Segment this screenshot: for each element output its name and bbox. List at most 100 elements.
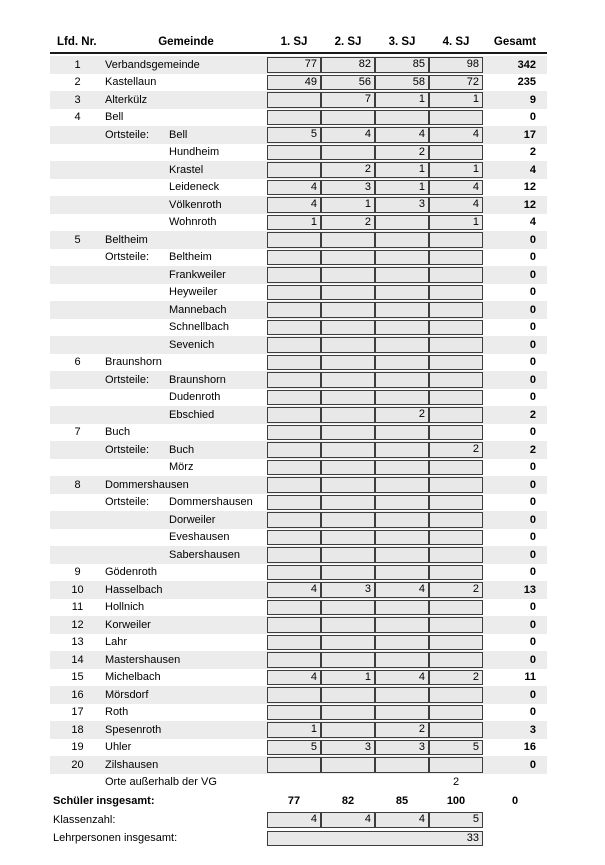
sj3-cell: 58 [375,74,429,90]
sj2-cell [321,354,375,370]
sj2-cell: 1 [321,197,375,213]
row-label: Dorweiler [105,514,267,526]
table-row: Hundheim 2 2 [50,144,547,162]
sj4-cell [429,284,483,300]
gesamt-value: 0 [529,688,536,701]
table-row: 16 Mörsdorf 0 [50,686,547,704]
gemeinde-name: Dommershausen [105,478,189,491]
sj1-cell [267,775,321,791]
row-label: Ortsteile: Braunshorn [105,374,267,386]
lehrpersonen-value-cell: 33 [267,830,483,846]
gesamt-value: 0 [529,426,536,439]
gesamt-value: 9 [529,93,536,106]
table-row: 13 Lahr 0 [50,634,547,652]
sj1-cell: 5 [267,127,321,143]
sj3-cell: 1 [375,92,429,108]
header-sj1: 1. SJ [280,36,308,48]
sj2-cell: 3 [321,582,375,598]
sj4-cell [429,564,483,580]
gemeinde-name: Kastellaun [105,76,157,89]
sj3-cell: 1 [375,179,429,195]
sj1-cell: 4 [267,582,321,598]
sj1-cell [267,302,321,318]
sj2-cell [321,267,375,283]
row-label: Bell [105,111,267,123]
row-label: Sabershausen [105,549,267,561]
sj3-cell [375,442,429,458]
table-row: Ortsteile: Buch 2 2 [50,441,547,459]
sj4-cell: 1 [429,92,483,108]
row-label: Dudenroth [105,391,267,403]
table-row: Ebschied 2 2 [50,406,547,424]
gesamt-value: 235 [517,76,536,89]
gemeinde-name: Frankweiler [169,268,226,281]
gesamt-value: 0 [529,706,536,719]
table-row: Ortsteile: Beltheim 0 [50,249,547,267]
row-number: 6 [74,356,81,369]
sj3-cell: 1 [375,162,429,178]
header-sj4: 4. SJ [442,36,470,48]
sj2-cell: 2 [321,214,375,230]
gesamt-value: 0 [529,601,536,614]
sj4-cell [429,249,483,265]
gemeinde-name: Alterkülz [105,93,148,106]
sj1-cell [267,144,321,160]
sj2-cell [321,302,375,318]
table-row: Wohnroth 1 2 1 4 [50,214,547,232]
klassenzahl-sj2-cell: 4 [321,812,375,828]
header-gemeinde: Gemeinde [158,36,214,48]
table-row: Krastel 2 1 1 4 [50,161,547,179]
row-number: 15 [71,671,84,684]
table-row: 19 Uhler 5 3 3 5 16 [50,739,547,757]
sj2-cell: 1 [321,669,375,685]
row-number: 5 [74,233,81,246]
row-label: Braunshorn [105,356,267,368]
row-label: Hundheim [105,146,267,158]
table-row: 7 Buch 0 [50,424,547,442]
row-number: 14 [71,653,84,666]
gesamt-value: 3 [529,723,536,736]
sj4-cell: 4 [429,179,483,195]
sj1-cell [267,319,321,335]
sj2-cell [321,424,375,440]
sj1-cell: 5 [267,739,321,755]
row-label: Mörsdorf [105,689,267,701]
sj2-cell [321,564,375,580]
ortsteile-label: Ortsteile: [105,128,150,141]
sj1-cell: 4 [267,669,321,685]
sj2-cell: 3 [321,739,375,755]
gemeinde-name: Wohnroth [169,216,217,229]
gesamt-value: 0 [529,461,536,474]
ortsteile-label: Ortsteile: [105,443,150,456]
table-row: 20 Zilshausen 0 [50,756,547,774]
row-number: 10 [71,583,84,596]
gemeinde-name: Bell [169,128,188,141]
sj3-cell: 2 [375,144,429,160]
sj1-cell [267,442,321,458]
row-label: Alterkülz [105,94,267,106]
gemeinde-name: Krastel [169,163,204,176]
sj4-cell [429,302,483,318]
header-gesamt: Gesamt [493,36,537,48]
sj2-cell [321,389,375,405]
footer-row-schueler: Schüler insgesamt: 77 82 85 100 0 [50,792,547,811]
gemeinde-name: Leideneck [169,181,220,194]
gesamt-value: 0 [529,513,536,526]
sj1-cell [267,477,321,493]
sj4-cell [429,634,483,650]
sj3-cell [375,354,429,370]
sj2-cell [321,249,375,265]
table-row: Heyweiler 0 [50,284,547,302]
ortsteile-label: Ortsteile: [105,251,150,264]
sj1-cell [267,232,321,248]
row-label: Mörz [105,461,267,473]
table-row: 17 Roth 0 [50,704,547,722]
table-header-row: Lfd. Nr. Gemeinde 1. SJ 2. SJ 3. SJ 4. S… [50,30,547,54]
row-label: Hasselbach [105,584,267,596]
gesamt-value: 2 [529,408,536,421]
row-label: Heyweiler [105,286,267,298]
sj2-cell [321,372,375,388]
sj2-cell [321,634,375,650]
sj3-cell [375,529,429,545]
sj1-cell [267,512,321,528]
